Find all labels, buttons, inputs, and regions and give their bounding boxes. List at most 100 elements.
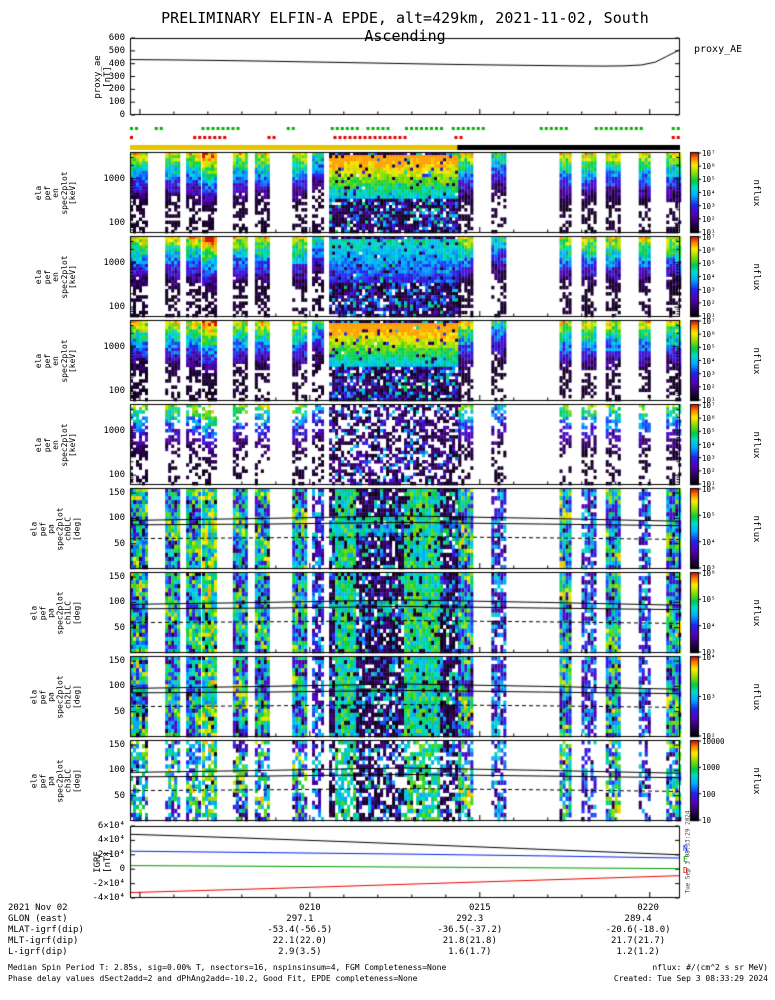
- igrf-component-label: N: [683, 844, 688, 853]
- pitch-ytick-label: 150: [108, 740, 125, 751]
- colorbar-nflux-label: nflux: [751, 430, 761, 459]
- colorbar-tick-label: 10⁴: [702, 653, 716, 662]
- pitch-ytick-label: 100: [108, 765, 125, 776]
- table-cell: 2.9(3.5): [278, 947, 322, 957]
- colorbar-tick-label: 10⁷: [702, 401, 716, 410]
- igrf-ytick-label: -4×10⁴: [92, 893, 125, 903]
- colorbar-tick-label: 100: [702, 789, 716, 799]
- table-cell: 297.1: [286, 914, 314, 924]
- pitch-ytick-label: 150: [108, 488, 125, 499]
- energy-panel-label: ela pef en spec2plot [keV]: [33, 422, 77, 467]
- xtick-label: 0220: [637, 903, 659, 913]
- colorbar-tick-label: 10⁷: [702, 233, 716, 242]
- colorbar-tick-label: 10000: [702, 737, 725, 746]
- colorbar-tick-label: 10⁵: [702, 595, 716, 605]
- colorbar-nflux-label: nflux: [751, 262, 761, 291]
- igrf-ytick-label: 6×10⁴: [97, 821, 125, 831]
- proxy-ae-ytick-label: 100: [108, 97, 125, 108]
- table-cell: -36.5(-37.2): [437, 925, 503, 935]
- colorbar-tick-label: 10¹: [702, 480, 716, 489]
- colorbar-tick-label: 10²: [702, 382, 716, 392]
- table-cell: 21.8(21.8): [442, 936, 497, 946]
- colorbar-tick-label: 10¹: [702, 396, 716, 405]
- page-title: PRELIMINARY ELFIN-A EPDE, alt=429km, 202…: [161, 9, 649, 45]
- pitch-ytick-label: 100: [108, 513, 125, 524]
- table-cell: -53.4(-56.5): [267, 925, 333, 935]
- pitch-ytick-label: 150: [108, 656, 125, 667]
- colorbar-tick-label: 10⁶: [702, 162, 716, 172]
- footer-units-label: nflux: #/(cm^2 s sr MeV): [652, 963, 768, 972]
- energy-panel-label: ela pef en spec2plot [keV]: [33, 170, 77, 215]
- colorbar-tick-label: 10⁵: [702, 427, 716, 437]
- energy-panel-label: ela pef en spec2plot [keV]: [33, 254, 77, 299]
- energy-ytick-label: 100: [108, 386, 125, 397]
- table-cell: 22.1(22.0): [272, 936, 327, 946]
- energy-panel-label: ela pef en spec2plot [keV]: [33, 338, 77, 383]
- colorbar-tick-label: 10⁶: [702, 414, 716, 424]
- colorbar-tick-label: 10⁷: [702, 317, 716, 326]
- pitch-panel-label: ela pef pa spec2plot ch3LC [deg]: [29, 758, 82, 803]
- colorbar-tick-label: 10⁴: [702, 440, 716, 450]
- colorbar-tick-label: 10²: [702, 732, 716, 741]
- energy-ytick-label: 1000: [103, 257, 125, 268]
- energy-ytick-label: 1000: [103, 425, 125, 436]
- colorbar-tick-label: 10³: [702, 201, 716, 211]
- colorbar-tick-label: 10³: [702, 369, 716, 379]
- colorbar-tick-label: 10⁵: [702, 511, 716, 521]
- colorbar-tick-label: 10⁴: [702, 272, 716, 282]
- proxy-ae-ytick-label: 300: [108, 71, 125, 82]
- colorbar-tick-label: 10³: [702, 285, 716, 295]
- colorbar-tick-label: 10⁴: [702, 621, 716, 631]
- colorbar-nflux-label: nflux: [751, 598, 761, 627]
- colorbar-tick-label: 10⁵: [702, 259, 716, 269]
- igrf-ytick-label: 2×10⁴: [97, 849, 125, 860]
- colorbar-tick-label: 10³: [702, 453, 716, 463]
- colorbar-tick-label: 1000: [702, 763, 721, 773]
- pitch-panel-label: ela pef pa spec2plot ch2LC [deg]: [29, 674, 82, 719]
- table-row-label: L-igrf(dip): [8, 947, 68, 957]
- table-row-label: 2021 Nov 02: [8, 903, 68, 913]
- colorbar-tick-label: 10⁶: [702, 569, 716, 578]
- pitch-ytick-label: 150: [108, 572, 125, 583]
- pitch-ytick-label: 50: [114, 538, 125, 549]
- proxy-ae-ytick-label: 600: [108, 33, 125, 43]
- colorbar-tick-label: 10⁵: [702, 343, 716, 353]
- proxy-ae-legend-label: proxy_AE: [694, 44, 743, 55]
- table-row-label: MLAT-igrf(dip): [8, 925, 84, 935]
- colorbar-tick-label: 10¹: [702, 228, 716, 237]
- table-cell: 1.6(1.7): [448, 947, 492, 957]
- colorbar-tick-label: 10³: [702, 648, 716, 657]
- colorbar-tick-label: 10²: [702, 466, 716, 476]
- colorbar-tick-label: 10⁴: [702, 356, 716, 366]
- colorbar-tick-label: 10¹: [702, 312, 716, 321]
- colorbar-tick-label: 10⁴: [702, 188, 716, 198]
- table-row-label: GLON (east): [8, 914, 68, 924]
- colorbar-tick-label: 10²: [702, 298, 716, 308]
- igrf-component-label: E: [683, 855, 688, 864]
- proxy-ae-ytick-label: 200: [108, 84, 125, 95]
- pitch-ytick-label: 50: [114, 706, 125, 717]
- colorbar-tick-label: 10³: [702, 564, 716, 573]
- pitch-ytick-label: 100: [108, 681, 125, 692]
- energy-ytick-label: 1000: [103, 341, 125, 352]
- colorbar-tick-label: 10⁵: [702, 175, 716, 185]
- pitch-ytick-label: 100: [108, 597, 125, 608]
- colorbar-tick-label: 10⁶: [702, 485, 716, 494]
- xtick-label: 0210: [299, 903, 321, 913]
- igrf-ytick-label: -2×10⁴: [92, 878, 125, 889]
- colorbar-tick-label: 10⁷: [702, 149, 716, 158]
- footer-spin-info: Median Spin Period T: 2.85s, sig=0.00% T…: [8, 963, 447, 972]
- table-row-label: MLT-igrf(dip): [8, 936, 79, 946]
- table-cell: 1.2(1.2): [616, 947, 660, 957]
- colorbar-tick-label: 10⁶: [702, 330, 716, 340]
- xtick-label: 0215: [468, 903, 491, 913]
- colorbar-nflux-label: nflux: [751, 346, 761, 375]
- pitch-panel-label: ela pef pa spec2plot ch1LC [deg]: [29, 590, 82, 635]
- proxy-ae-ytick-label: 0: [119, 110, 125, 120]
- pitch-ytick-label: 50: [114, 622, 125, 633]
- pitch-panel-label: ela pef pa spec2plot ch0LC [deg]: [29, 506, 82, 551]
- table-cell: -20.6(-18.0): [605, 925, 671, 935]
- energy-ytick-label: 100: [108, 302, 125, 313]
